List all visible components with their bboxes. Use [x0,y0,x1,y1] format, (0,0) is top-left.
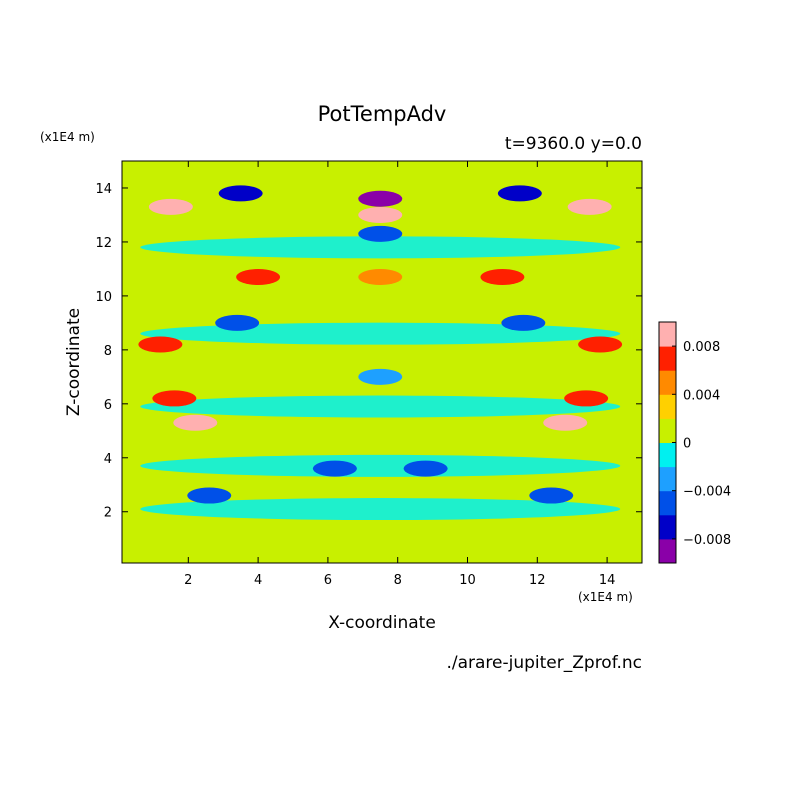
heatmap-feature [501,314,546,331]
heatmap-feature [480,269,525,286]
colorbar-swatch [659,490,676,516]
y-tick-label: 8 [104,344,112,359]
colorbar-swatch [659,370,676,395]
chart-subtitle: t=9360.0 y=0.0 [505,134,642,154]
colorbar-swatch [659,418,676,443]
source-filename: ./arare-jupiter_Zprof.nc [446,653,642,673]
heatmap-feature [138,336,183,353]
x-axis-unit: (x1E4 m) [578,590,633,604]
chart-title: PotTempAdv [318,102,447,126]
heatmap-feature [358,368,403,385]
heatmap-features [138,185,623,521]
x-tick-label: 8 [394,573,402,588]
colorbar-tick-label: −0.004 [683,485,731,500]
y-tick-label: 4 [104,452,112,467]
heatmap-feature [564,390,609,407]
plot-frame [121,160,643,564]
heatmap-feature [218,185,263,202]
colorbar-tick-label: 0 [683,437,691,452]
y-tick-label: 2 [104,506,112,521]
heatmap-feature [312,460,357,477]
colorbar-swatch [659,442,676,468]
colorbar-tick-label: −0.008 [683,533,731,548]
y-axis-unit: (x1E4 m) [40,130,95,144]
x-axis-label: X-coordinate [328,613,436,633]
x-tick-label: 14 [599,573,616,588]
y-tick-label: 6 [104,398,112,413]
y-axis: 2 4 6 8 10 12 14 [95,182,642,521]
x-tick-label: 10 [459,573,476,588]
x-tick-label: 2 [184,573,192,588]
y-tick-label: 12 [95,236,112,251]
x-tick-label: 12 [529,573,546,588]
heatmap-feature [358,190,403,207]
heatmap-feature [358,225,403,242]
heatmap-band [140,454,621,477]
x-tick-label: 6 [324,573,332,588]
colorbar-swatch [659,538,676,564]
heatmap-feature [236,269,281,286]
y-tick-label: 10 [95,290,112,305]
colorbar-tick-label: 0.004 [683,388,720,403]
heatmap-feature [173,414,218,431]
heatmap-feature [215,314,260,331]
heatmap-band [140,395,621,418]
colorbar-swatch [659,322,676,347]
y-tick-label: 14 [95,182,112,197]
plot-area [122,161,642,563]
heatmap-feature [567,198,612,215]
heatmap-feature [152,390,197,407]
heatmap-feature [529,487,574,504]
heatmap-feature [148,198,193,215]
x-axis: 2 4 6 8 10 12 14 [184,161,615,588]
heatmap-band [140,236,621,259]
heatmap-feature [358,269,403,286]
heatmap-feature [358,206,403,223]
heatmap-feature [497,185,542,202]
heatmap-feature [187,487,232,504]
colorbar-swatch [659,346,676,371]
heatmap-feature [403,460,448,477]
heatmap-feature [543,414,588,431]
colorbar-swatch [659,466,676,492]
heatmap-band [140,498,621,521]
colorbar-swatch [659,394,676,419]
heatmap-feature [578,336,623,353]
x-tick-label: 4 [254,573,262,588]
colorbar-swatch [659,514,676,540]
colorbar-tick-label: 0.008 [683,340,720,355]
heatmap-band [140,322,621,345]
y-axis-label: Z-coordinate [64,308,84,416]
colorbar: 0.008 0.004 0 −0.004 −0.008 [658,321,731,564]
